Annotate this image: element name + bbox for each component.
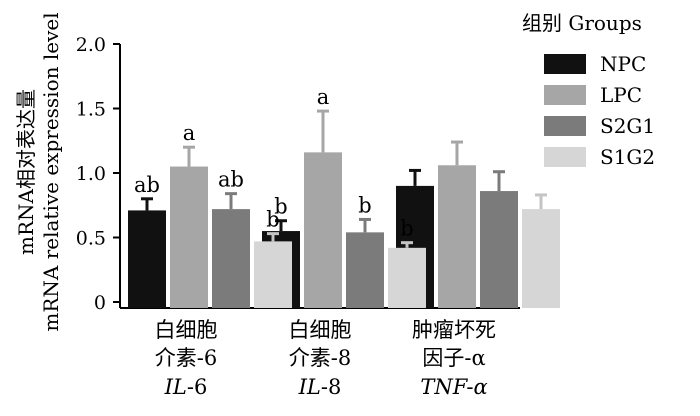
category-gene-label: TNF-α <box>420 375 487 399</box>
category-label-line2: 介素-8 <box>289 346 351 370</box>
bar <box>480 191 518 308</box>
y-axis-title-cn: mRNA相对表达量 <box>14 89 38 255</box>
y-tick-label: 0 <box>94 292 106 314</box>
significance-label: a <box>183 121 196 145</box>
significance-label: b <box>358 193 371 217</box>
y-tick-label: 1.5 <box>76 99 106 121</box>
significance-label: b <box>400 217 413 241</box>
significance-label: ab <box>218 168 244 192</box>
bar <box>128 210 166 308</box>
category-gene-label: IL-8 <box>298 375 342 399</box>
significance-label: ab <box>134 173 160 197</box>
y-axis-title-en: mRNA relative expression level <box>39 12 63 331</box>
category-label-line1: 白细胞 <box>155 318 218 342</box>
legend-label: S1G2 <box>600 145 655 169</box>
bar <box>254 241 292 308</box>
bar <box>212 209 250 308</box>
category-gene-label: IL-6 <box>164 375 208 399</box>
legend-swatch <box>544 54 586 74</box>
y-tick-label: 1.0 <box>76 163 106 185</box>
category-label-line1: 肿瘤坏死 <box>412 318 496 342</box>
significance-label: b <box>274 195 287 219</box>
legend-swatch <box>544 116 586 136</box>
legend-label: S2G1 <box>600 114 655 138</box>
bar <box>304 152 342 308</box>
significance-label: a <box>317 85 330 109</box>
legend-swatch <box>544 85 586 105</box>
significance-label: b <box>266 208 279 232</box>
legend-swatch <box>544 147 586 167</box>
bar <box>522 209 560 308</box>
category-label-line1: 白细胞 <box>289 318 352 342</box>
bar <box>388 247 426 308</box>
legend-label: LPC <box>600 83 642 107</box>
category-label-line2: 介素-6 <box>155 346 217 370</box>
y-tick-label: 2.0 <box>76 34 106 56</box>
category-label-line2: 因子-α <box>422 346 485 370</box>
legend-label: NPC <box>600 52 646 76</box>
bar <box>438 165 476 308</box>
legend-title: 组别 Groups <box>522 11 642 35</box>
bar <box>170 166 208 308</box>
bar <box>346 232 384 308</box>
y-tick-label: 0.5 <box>76 228 106 250</box>
